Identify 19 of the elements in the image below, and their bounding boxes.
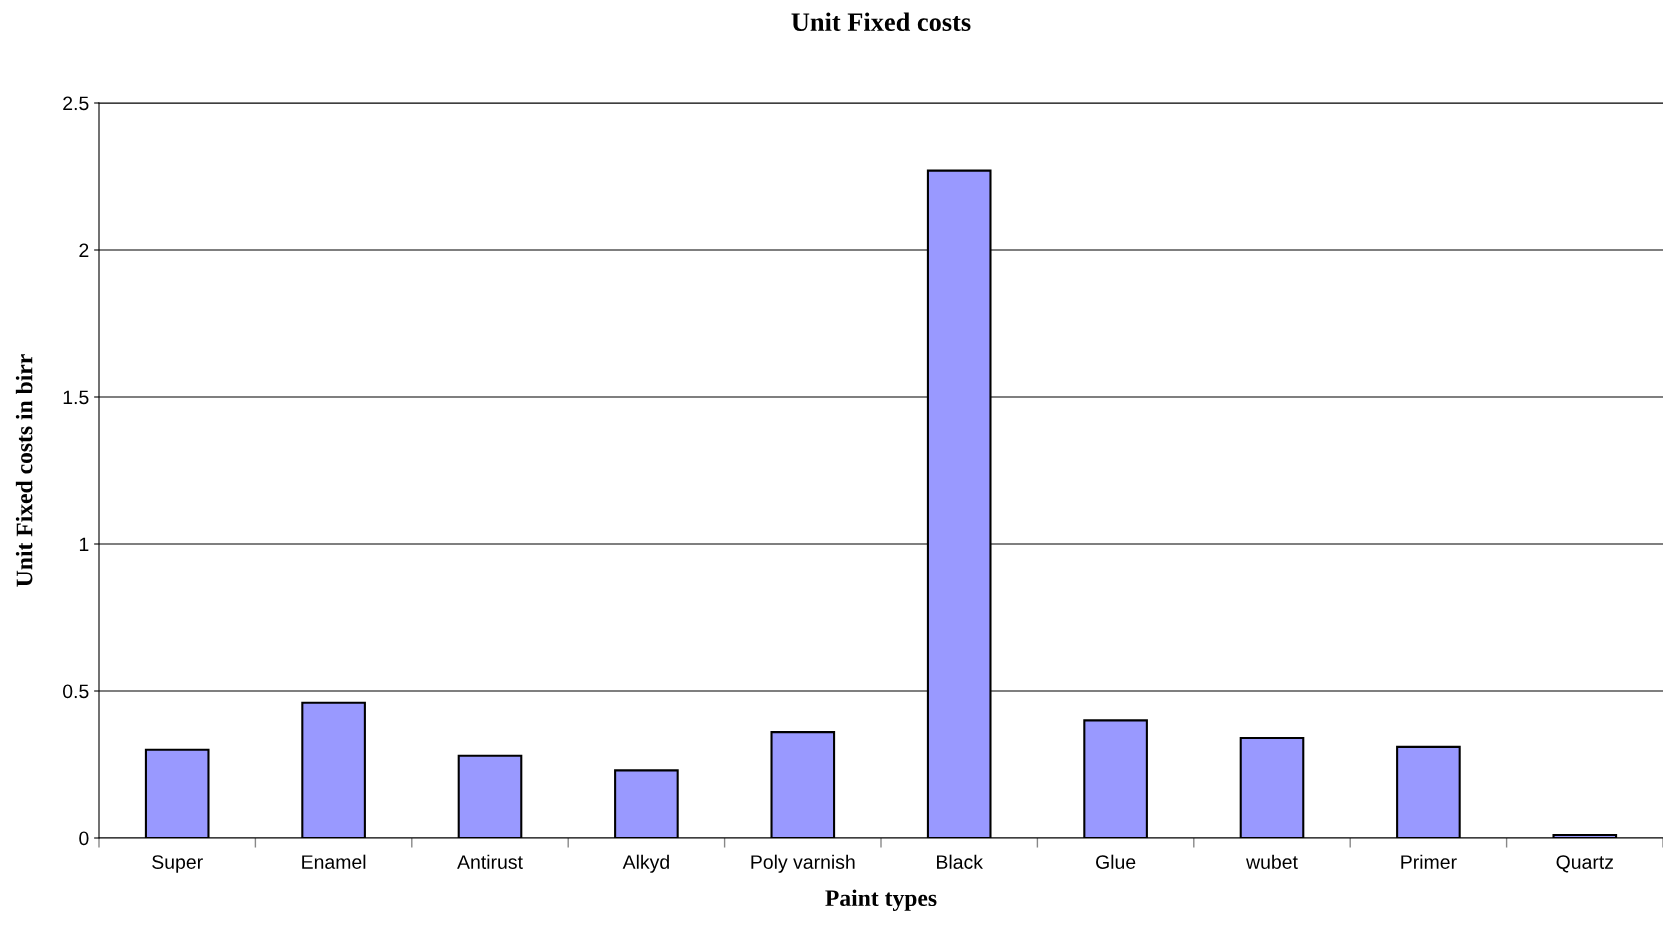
- x-tick-label: Super: [152, 855, 203, 873]
- x-tick-label: Quartz: [1556, 855, 1614, 873]
- x-axis-title: Paint types: [825, 889, 937, 911]
- chart-title: Unit Fixed costs: [791, 12, 971, 32]
- x-tick-label: Black: [937, 854, 983, 869]
- y-tick-label: 0: [79, 831, 89, 846]
- x-tick-label: wubet: [1246, 854, 1298, 869]
- y-tick-label: 2.5: [63, 96, 89, 111]
- x-tick-label: Alkyd: [622, 854, 669, 873]
- x-tick-label: Primer: [1401, 854, 1457, 869]
- y-tick-label: 0.5: [63, 684, 89, 699]
- x-tick-label: Antirust: [457, 854, 523, 869]
- y-tick-label: 2: [79, 243, 89, 258]
- y-axis-title: Unit Fixed costs in birr: [15, 354, 33, 587]
- y-tick-label: 1: [79, 537, 89, 552]
- x-tick-label: Glue: [1096, 854, 1136, 869]
- x-tick-label: Enamel: [302, 854, 366, 869]
- y-tick-label: 1.5: [63, 390, 89, 405]
- x-tick-label: Poly varnish: [751, 854, 855, 873]
